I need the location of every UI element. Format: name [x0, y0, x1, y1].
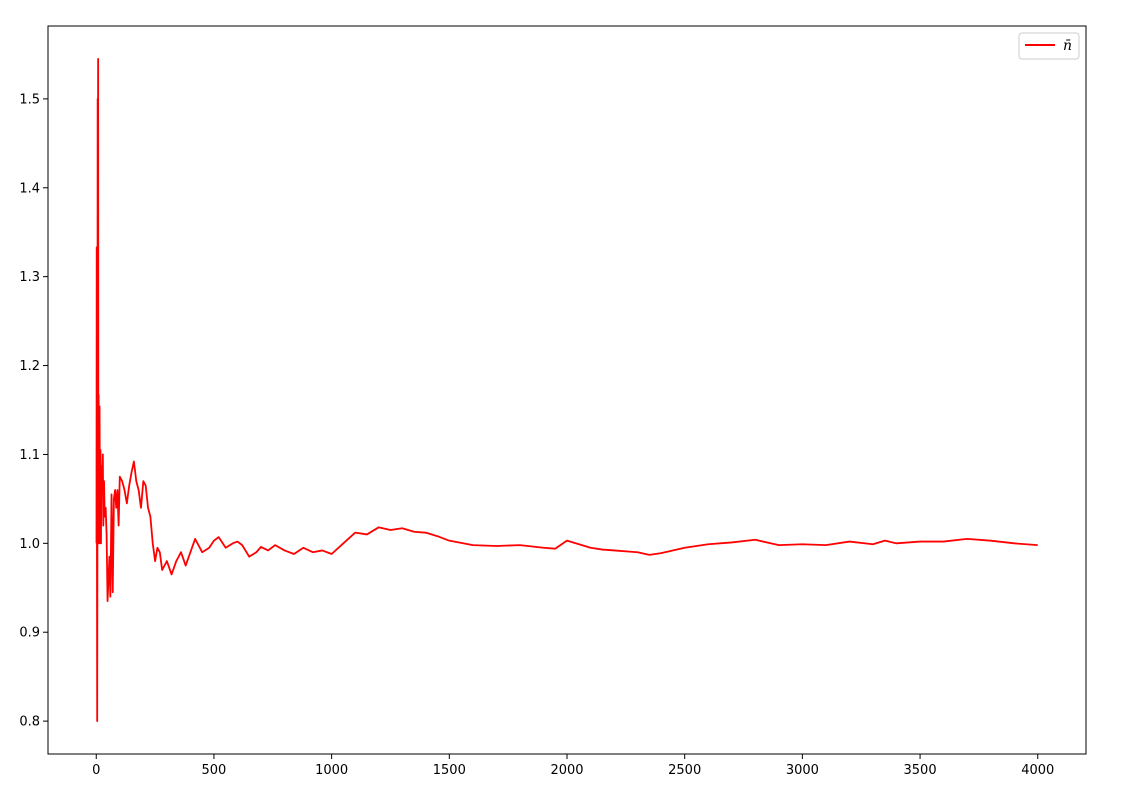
x-tick-label: 0: [92, 763, 100, 778]
y-tick-label: 1.3: [19, 270, 40, 285]
legend-label: n̄: [1063, 38, 1072, 54]
y-tick-label: 0.8: [19, 715, 40, 730]
x-tick-label: 2500: [668, 763, 701, 778]
y-tick-label: 0.9: [19, 626, 40, 641]
y-tick-label: 1.5: [19, 92, 40, 107]
x-tick-label: 2000: [550, 763, 583, 778]
plot-frame: [47, 25, 1087, 755]
series-layer: [95, 57, 1038, 723]
y-tick-label: 1.4: [19, 181, 40, 196]
x-tick-label: 3500: [904, 763, 937, 778]
legend: n̄: [1018, 32, 1080, 60]
x-tick-label: 500: [202, 763, 227, 778]
y-tick-label: 1.2: [19, 359, 40, 374]
x-tick-label: 1500: [433, 763, 466, 778]
y-axis: 0.8 0.9 1.0 1.1 1.2 1.3 1.4 1.5: [19, 92, 48, 730]
x-tick-label: 1000: [315, 763, 348, 778]
x-tick-label: 3000: [786, 763, 819, 778]
plot-area: [48, 26, 1086, 754]
y-tick-label: 1.1: [19, 448, 40, 463]
y-tick-label: 1.0: [19, 537, 40, 552]
x-tick-label: 4000: [1021, 763, 1054, 778]
x-axis: 0 500 1000 1500 2000 2500 3000 3500 4000: [92, 754, 1054, 778]
series-line-0: [95, 57, 1038, 723]
